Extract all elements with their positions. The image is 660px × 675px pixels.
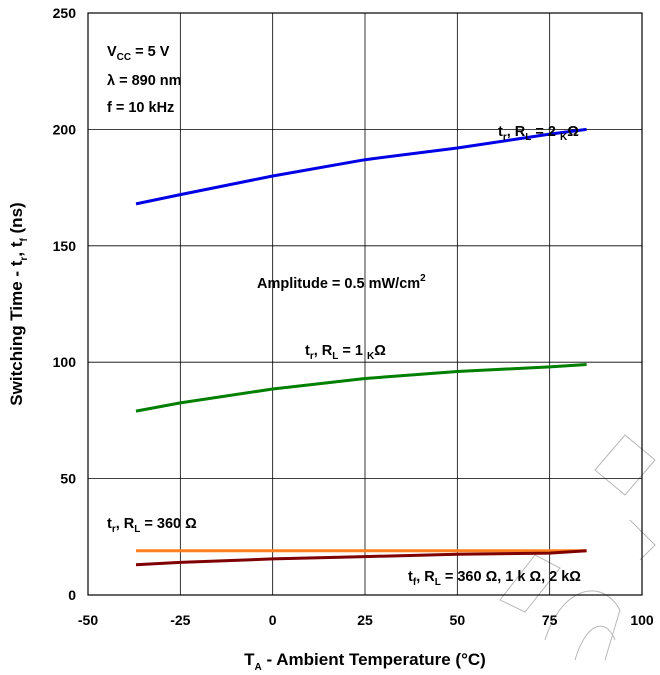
series-label-tr-1k: tr, RL = 1 KΩ: [305, 343, 386, 362]
x-tick-label: 75: [542, 612, 558, 628]
condition-frequency: f = 10 kHz: [107, 100, 174, 116]
y-tick-label: 200: [53, 121, 77, 137]
x-tick-labels: -50 -25 0 25 50 75 100: [78, 612, 654, 628]
watermark-logo: [499, 434, 656, 661]
data-series: [135, 127, 587, 567]
y-tick-label: 150: [53, 238, 77, 254]
series-label-tr-2k: tr, RL = 2 KΩ: [498, 124, 579, 143]
x-tick-label: 50: [450, 612, 466, 628]
y-axis-title-group: Switching Time - tr, tf (ns): [7, 202, 30, 405]
series-label-tf: tf, RL = 360 Ω, 1 k Ω, 2 kΩ: [408, 569, 581, 588]
y-tick-label: 0: [68, 587, 76, 603]
x-tick-label: -25: [170, 612, 190, 628]
x-axis-title: TA - Ambient Temperature (°C): [244, 650, 486, 673]
y-tick-label: 100: [53, 354, 77, 370]
x-tick-label: 100: [630, 612, 654, 628]
series-line-1: [135, 363, 587, 413]
condition-vcc: VCC = 5 V: [107, 44, 170, 63]
y-tick-label: 50: [60, 471, 76, 487]
y-tick-label: 250: [53, 5, 77, 21]
y-axis-title: Switching Time - tr, tf (ns): [7, 202, 30, 405]
condition-wavelength: λ = 890 nm: [107, 73, 182, 89]
series-line-3: [135, 549, 587, 567]
series-line-0: [135, 127, 587, 206]
x-tick-label: 0: [269, 612, 277, 628]
x-tick-label: -50: [78, 612, 98, 628]
plot-area-border: [87, 12, 643, 596]
y-tick-labels: 0 50 100 150 200 250: [53, 5, 77, 603]
x-tick-label: 25: [357, 612, 373, 628]
series-label-tr-360: tr, RL = 360 Ω: [107, 516, 197, 535]
amplitude-label: Amplitude = 0.5 mW/cm2: [257, 273, 426, 292]
